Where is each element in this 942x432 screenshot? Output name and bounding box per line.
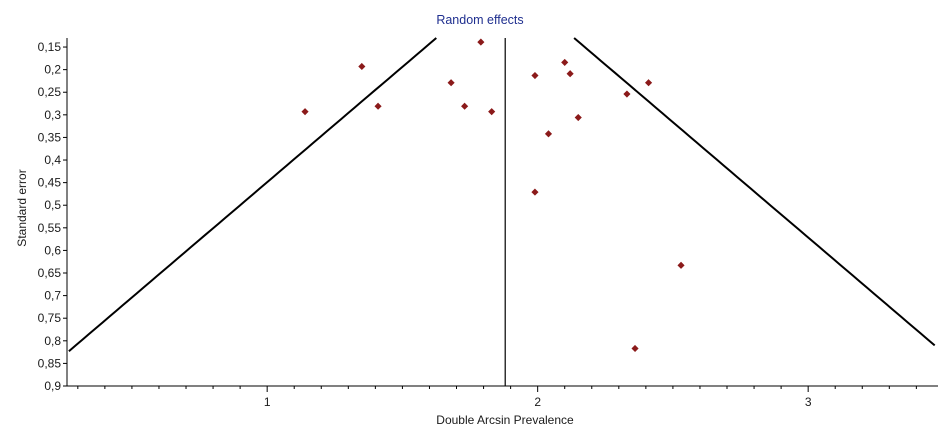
funnel-left-limit (68, 37, 437, 352)
data-point (301, 108, 309, 116)
x-tick-label: 3 (805, 395, 812, 409)
y-tick-label: 0,55 (38, 221, 62, 235)
data-point (544, 130, 553, 138)
x-tick-label: 2 (534, 395, 541, 409)
y-tick-label: 0,8 (44, 334, 61, 348)
y-axis: 0,15 0,2 0,25 0,3 0,35 0,4 0,45 0,5 0,55 0,6 0,65 0… (38, 40, 67, 393)
y-tick-label: 0,85 (38, 356, 62, 370)
data-point (531, 188, 539, 196)
data-point (677, 261, 685, 269)
data-point (631, 344, 639, 353)
chart-title: Random effects (436, 13, 523, 27)
y-tick-label: 0,4 (44, 153, 61, 167)
x-axis: 1 2 3 (77, 386, 917, 409)
data-point (477, 38, 485, 46)
y-tick-label: 0,6 (44, 243, 61, 257)
data-point (461, 102, 469, 110)
data-point (488, 108, 496, 116)
y-axis-title: Standard error (15, 169, 29, 246)
y-tick-label: 0,65 (38, 266, 62, 280)
data-point (531, 71, 539, 80)
y-tick-label: 0,35 (38, 130, 62, 144)
data-points (301, 38, 685, 353)
funnel-lines (68, 37, 936, 386)
y-tick-label: 0,5 (44, 198, 61, 212)
data-point (561, 58, 569, 66)
y-tick-label: 0,75 (38, 311, 62, 325)
data-point (645, 79, 653, 87)
data-point (358, 62, 366, 71)
y-tick-label: 0,7 (44, 289, 61, 303)
y-tick-label: 0,9 (44, 379, 61, 393)
y-tick-label: 0,25 (38, 85, 62, 99)
funnel-right-limit (573, 37, 936, 347)
data-point (374, 102, 382, 110)
data-point (623, 90, 631, 98)
y-tick-label: 0,3 (44, 108, 61, 122)
x-tick-label: 1 (264, 395, 271, 409)
y-tick-label: 0,15 (38, 40, 62, 54)
data-point (447, 79, 455, 87)
data-point (566, 70, 574, 78)
y-tick-label: 0,45 (38, 176, 62, 190)
x-axis-title: Double Arcsin Prevalence (436, 413, 574, 427)
data-point (574, 113, 582, 122)
y-tick-label: 0,2 (44, 63, 61, 77)
